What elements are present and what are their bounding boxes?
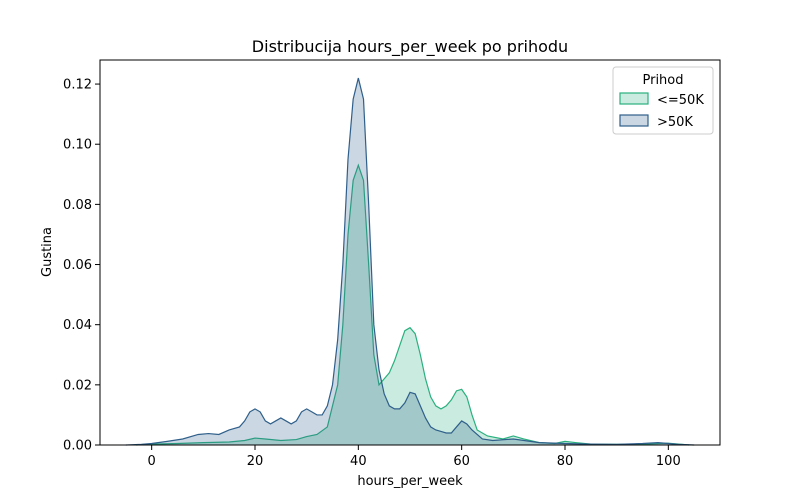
x-tick-label: 0 — [148, 454, 156, 469]
y-tick-label: 0.12 — [63, 78, 92, 93]
legend-swatch-le50k — [619, 92, 649, 105]
y-tick-label: 0.10 — [63, 138, 92, 153]
chart-title: Distribucija hours_per_week po prihodu — [252, 37, 568, 57]
plot-area — [125, 77, 695, 446]
x-tick-label: 40 — [350, 454, 367, 469]
y-tick-label: 0.04 — [63, 318, 92, 333]
legend-title: Prihod — [642, 73, 683, 88]
density-line-gt50k — [125, 77, 695, 446]
y-tick-label: 0.02 — [63, 378, 92, 393]
x-tick-label: 100 — [656, 454, 681, 469]
legend-box — [612, 66, 714, 135]
x-axis: 0 20 40 60 80 100 — [148, 445, 681, 469]
x-tick-label: 20 — [247, 454, 264, 469]
y-axis-label: Gustina — [40, 227, 55, 277]
x-tick-label: 80 — [557, 454, 574, 469]
x-tick-label: 60 — [453, 454, 470, 469]
y-tick-label: 0.06 — [63, 258, 92, 273]
y-axis: 0.00 0.02 0.04 0.06 0.08 0.10 0.12 — [63, 78, 100, 454]
legend-label-gt50k: >50K — [657, 115, 693, 130]
legend: Prihod <=50K >50K — [612, 66, 714, 135]
y-tick-label: 0.00 — [63, 439, 92, 454]
density-area-le50k — [136, 165, 690, 445]
legend-swatch-gt50k — [619, 114, 649, 127]
plot-frame — [99, 59, 721, 446]
legend-label-le50k: <=50K — [657, 93, 704, 108]
x-axis-label: hours_per_week — [357, 474, 463, 489]
y-tick-label: 0.08 — [63, 198, 92, 213]
